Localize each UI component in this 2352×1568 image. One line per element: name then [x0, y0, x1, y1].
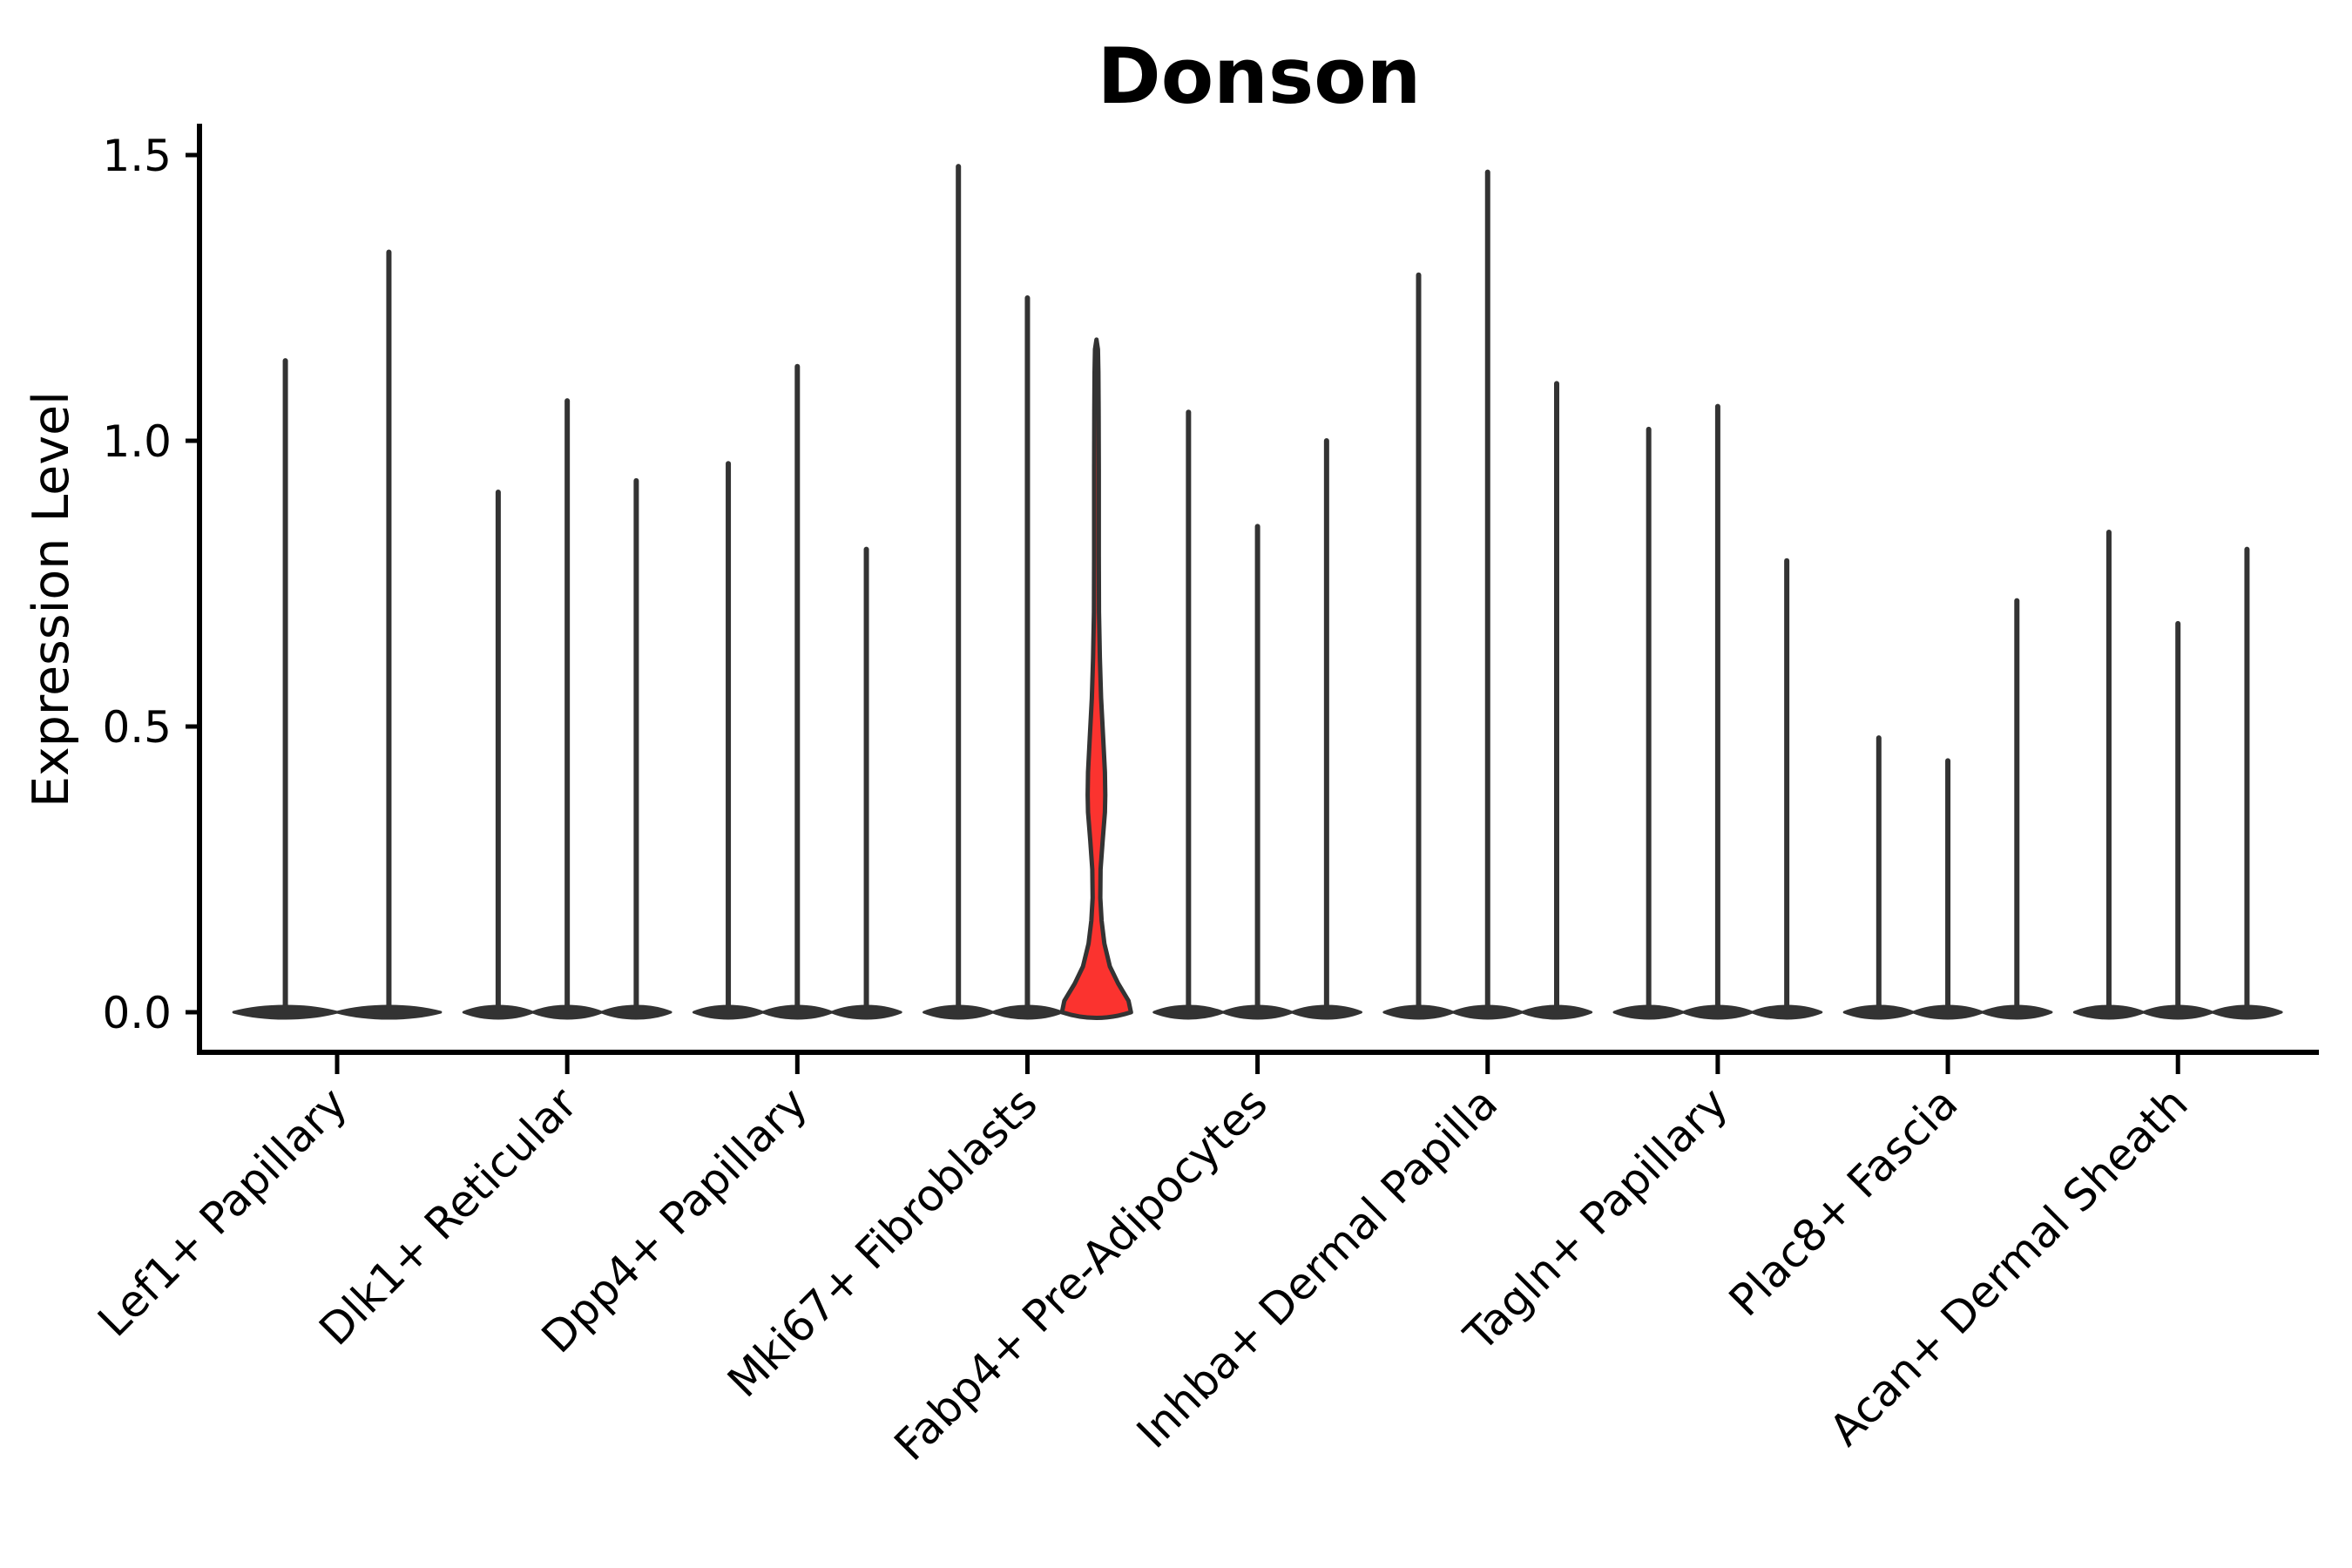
- violin-base-0-1: [335, 1004, 443, 1020]
- y-tick-label-2: 1.0: [102, 416, 172, 467]
- x-tick-label-0: Lef1+ Papillary: [88, 1078, 356, 1346]
- violin-base-7-2: [1981, 1004, 2053, 1020]
- highlight-violin: [1059, 337, 1133, 1020]
- y-tick-label-1: 0.5: [102, 702, 172, 753]
- violin-base-8-2: [2211, 1004, 2283, 1020]
- violin-base-5-2: [1520, 1004, 1593, 1020]
- violin-base-2-2: [830, 1004, 902, 1020]
- violin-base-4-2: [1290, 1004, 1362, 1020]
- x-tick-label-4: Fabp4+ Pre-Adipocytes: [885, 1078, 1278, 1470]
- plot-title: Donson: [1097, 31, 1422, 121]
- violin-base-1-2: [600, 1004, 672, 1020]
- y-tick-label-0: 0.0: [102, 988, 172, 1038]
- y-tick-label-3: 1.5: [102, 131, 172, 181]
- violin-base-6-2: [1751, 1004, 1823, 1020]
- x-tick-label-7: Plac8+ Fascia: [1720, 1078, 1968, 1326]
